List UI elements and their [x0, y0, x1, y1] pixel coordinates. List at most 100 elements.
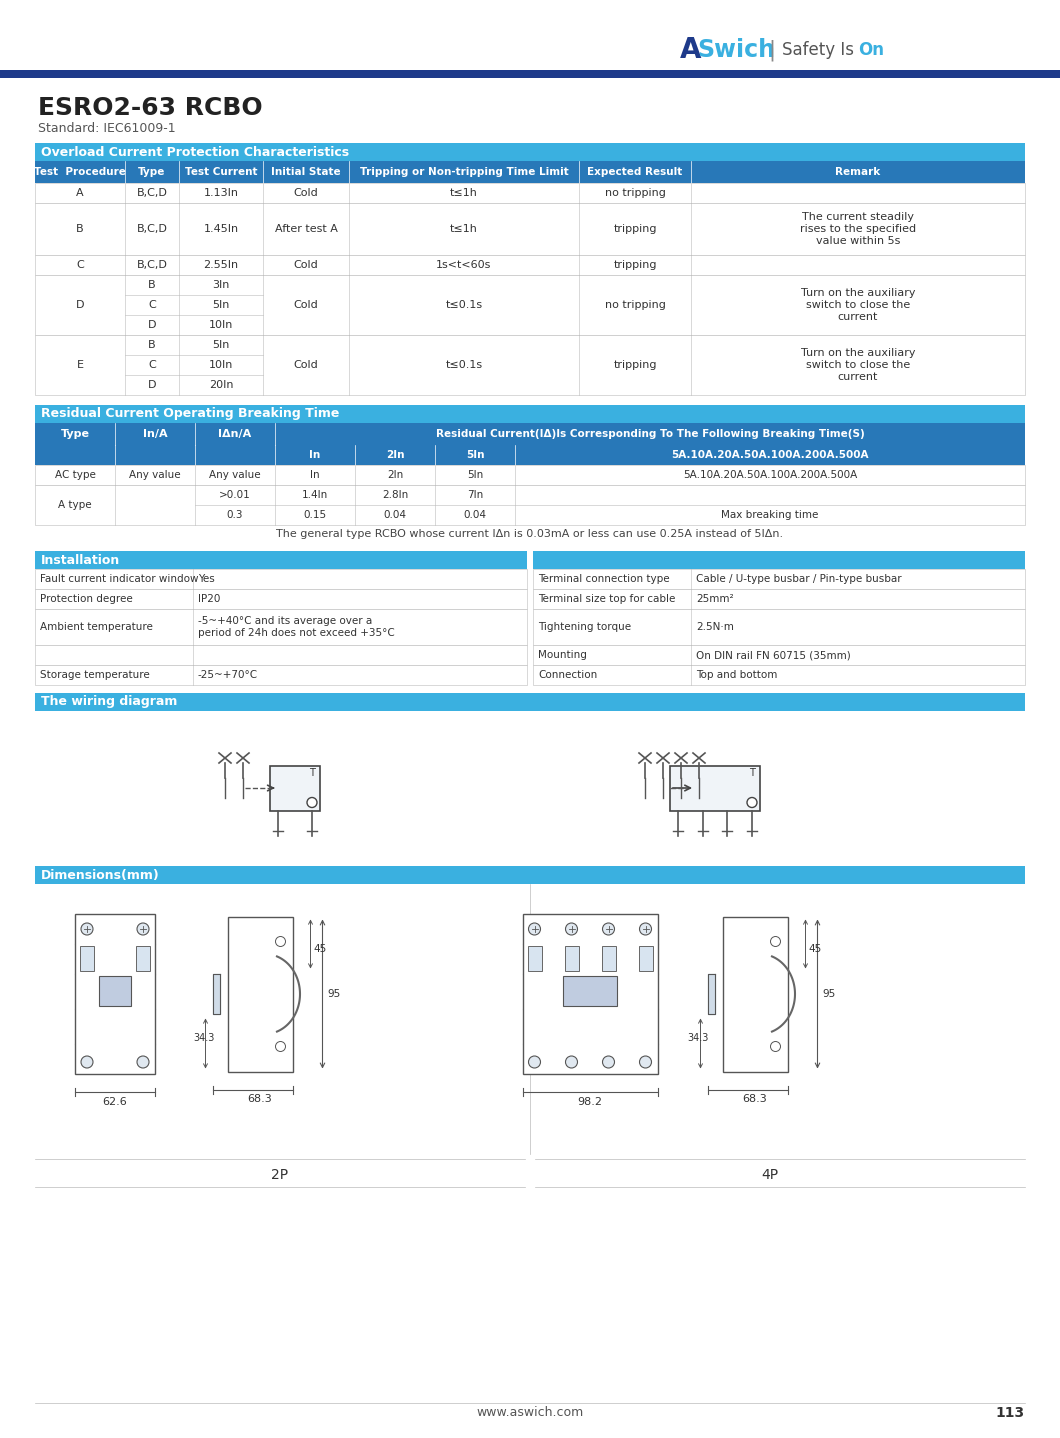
Bar: [601, 946, 616, 971]
Text: After test A: After test A: [275, 224, 337, 234]
Text: 95: 95: [328, 989, 340, 999]
Text: C: C: [76, 260, 84, 270]
Text: t≤0.1s: t≤0.1s: [445, 301, 482, 311]
Text: 2.55In: 2.55In: [204, 260, 238, 270]
Circle shape: [529, 923, 541, 935]
Bar: [723, 916, 788, 1071]
Text: Test Current: Test Current: [184, 167, 258, 177]
Text: Cold: Cold: [294, 360, 318, 370]
Text: Terminal connection type: Terminal connection type: [538, 574, 670, 584]
Text: t≤0.1s: t≤0.1s: [445, 360, 482, 370]
Text: 25mm²: 25mm²: [696, 594, 734, 604]
Text: Connection: Connection: [538, 670, 597, 680]
Text: 10In: 10In: [209, 321, 233, 329]
Text: C: C: [148, 360, 156, 370]
Text: In: In: [310, 450, 320, 460]
Text: Max breaking time: Max breaking time: [721, 510, 818, 521]
Circle shape: [747, 798, 757, 808]
Text: B,C,D: B,C,D: [137, 188, 167, 198]
Text: D: D: [147, 321, 156, 329]
Bar: [35, 183, 1025, 203]
Text: Tightening torque: Tightening torque: [538, 623, 631, 631]
Circle shape: [81, 1055, 93, 1068]
Bar: [35, 551, 527, 569]
Text: Any value: Any value: [129, 470, 181, 480]
Text: no tripping: no tripping: [604, 188, 666, 198]
Text: Turn on the auxiliary
switch to close the
current: Turn on the auxiliary switch to close th…: [800, 348, 915, 383]
Text: Dimensions(mm): Dimensions(mm): [41, 869, 160, 881]
Text: 5In: 5In: [465, 450, 484, 460]
Text: t≤1h: t≤1h: [450, 224, 478, 234]
Bar: [563, 976, 617, 1007]
Circle shape: [276, 936, 285, 946]
Bar: [533, 664, 1025, 684]
Text: 62.6: 62.6: [103, 1097, 127, 1107]
Circle shape: [81, 923, 93, 935]
Circle shape: [529, 1055, 541, 1068]
Bar: [35, 866, 1025, 884]
Circle shape: [771, 936, 780, 946]
Text: t≤1h: t≤1h: [450, 188, 478, 198]
Text: 45: 45: [314, 945, 326, 955]
Text: Any value: Any value: [209, 470, 261, 480]
Bar: [35, 275, 1025, 335]
Bar: [35, 423, 1025, 444]
Text: On DIN rail FN 60715 (35mm): On DIN rail FN 60715 (35mm): [696, 650, 851, 660]
Text: 98.2: 98.2: [578, 1097, 602, 1107]
Text: 2.8In: 2.8In: [382, 490, 408, 500]
Text: 2.5N·m: 2.5N·m: [696, 623, 734, 631]
Text: Ambient temperature: Ambient temperature: [40, 623, 153, 631]
Bar: [35, 569, 527, 590]
Text: Cold: Cold: [294, 260, 318, 270]
Bar: [75, 915, 155, 1074]
Bar: [565, 946, 579, 971]
Bar: [35, 142, 1025, 161]
Text: 34.3: 34.3: [193, 1032, 214, 1043]
Text: 2In: 2In: [387, 470, 403, 480]
Text: The current steadily
rises to the specified
value within 5s: The current steadily rises to the specif…: [800, 211, 916, 246]
Text: Terminal size top for cable: Terminal size top for cable: [538, 594, 675, 604]
Text: Installation: Installation: [41, 554, 120, 567]
Text: Safety Is: Safety Is: [782, 42, 860, 59]
Text: 1.4In: 1.4In: [302, 490, 329, 500]
Text: 5A.10A.20A.50A.100A.200A.500A: 5A.10A.20A.50A.100A.200A.500A: [683, 470, 858, 480]
Text: Residual Current Operating Breaking Time: Residual Current Operating Breaking Time: [41, 407, 339, 420]
Bar: [533, 646, 1025, 664]
Text: On: On: [858, 42, 884, 59]
Text: >0.01: >0.01: [219, 490, 251, 500]
Bar: [0, 0, 1060, 70]
Bar: [35, 610, 527, 646]
Text: Fault current indicator window: Fault current indicator window: [40, 574, 198, 584]
Text: B: B: [76, 224, 84, 234]
Text: B,C,D: B,C,D: [137, 224, 167, 234]
Text: 7In: 7In: [466, 490, 483, 500]
Text: -5~+40°C and its average over a
period of 24h does not exceed +35°C: -5~+40°C and its average over a period o…: [198, 615, 394, 638]
Bar: [35, 255, 1025, 275]
Text: Overload Current Protection Characteristics: Overload Current Protection Characterist…: [41, 145, 349, 158]
Text: 5In: 5In: [212, 339, 230, 349]
Bar: [35, 710, 1025, 856]
Circle shape: [639, 1055, 652, 1068]
Text: 5A.10A.20A.50A.100A.200A.500A: 5A.10A.20A.50A.100A.200A.500A: [671, 450, 869, 460]
Text: In: In: [311, 470, 320, 480]
Text: E: E: [76, 360, 84, 370]
Text: 68.3: 68.3: [743, 1094, 767, 1104]
Bar: [0, 78, 1060, 139]
Bar: [533, 551, 1025, 569]
Bar: [228, 916, 293, 1071]
Text: AC type: AC type: [54, 470, 95, 480]
Text: Initial State: Initial State: [271, 167, 341, 177]
Text: 2In: 2In: [386, 450, 404, 460]
Polygon shape: [212, 974, 219, 1014]
Text: 10In: 10In: [209, 360, 233, 370]
Text: 34.3: 34.3: [688, 1032, 709, 1043]
Bar: [35, 590, 527, 610]
Bar: [35, 485, 1025, 525]
Text: 68.3: 68.3: [248, 1094, 272, 1104]
Text: 0.04: 0.04: [384, 510, 406, 521]
Text: Residual Current(IΔ)Is Corresponding To The Following Breaking Time(S): Residual Current(IΔ)Is Corresponding To …: [436, 429, 864, 439]
Text: T: T: [310, 768, 315, 778]
Circle shape: [307, 798, 317, 808]
Polygon shape: [707, 974, 714, 1014]
Bar: [35, 464, 1025, 485]
